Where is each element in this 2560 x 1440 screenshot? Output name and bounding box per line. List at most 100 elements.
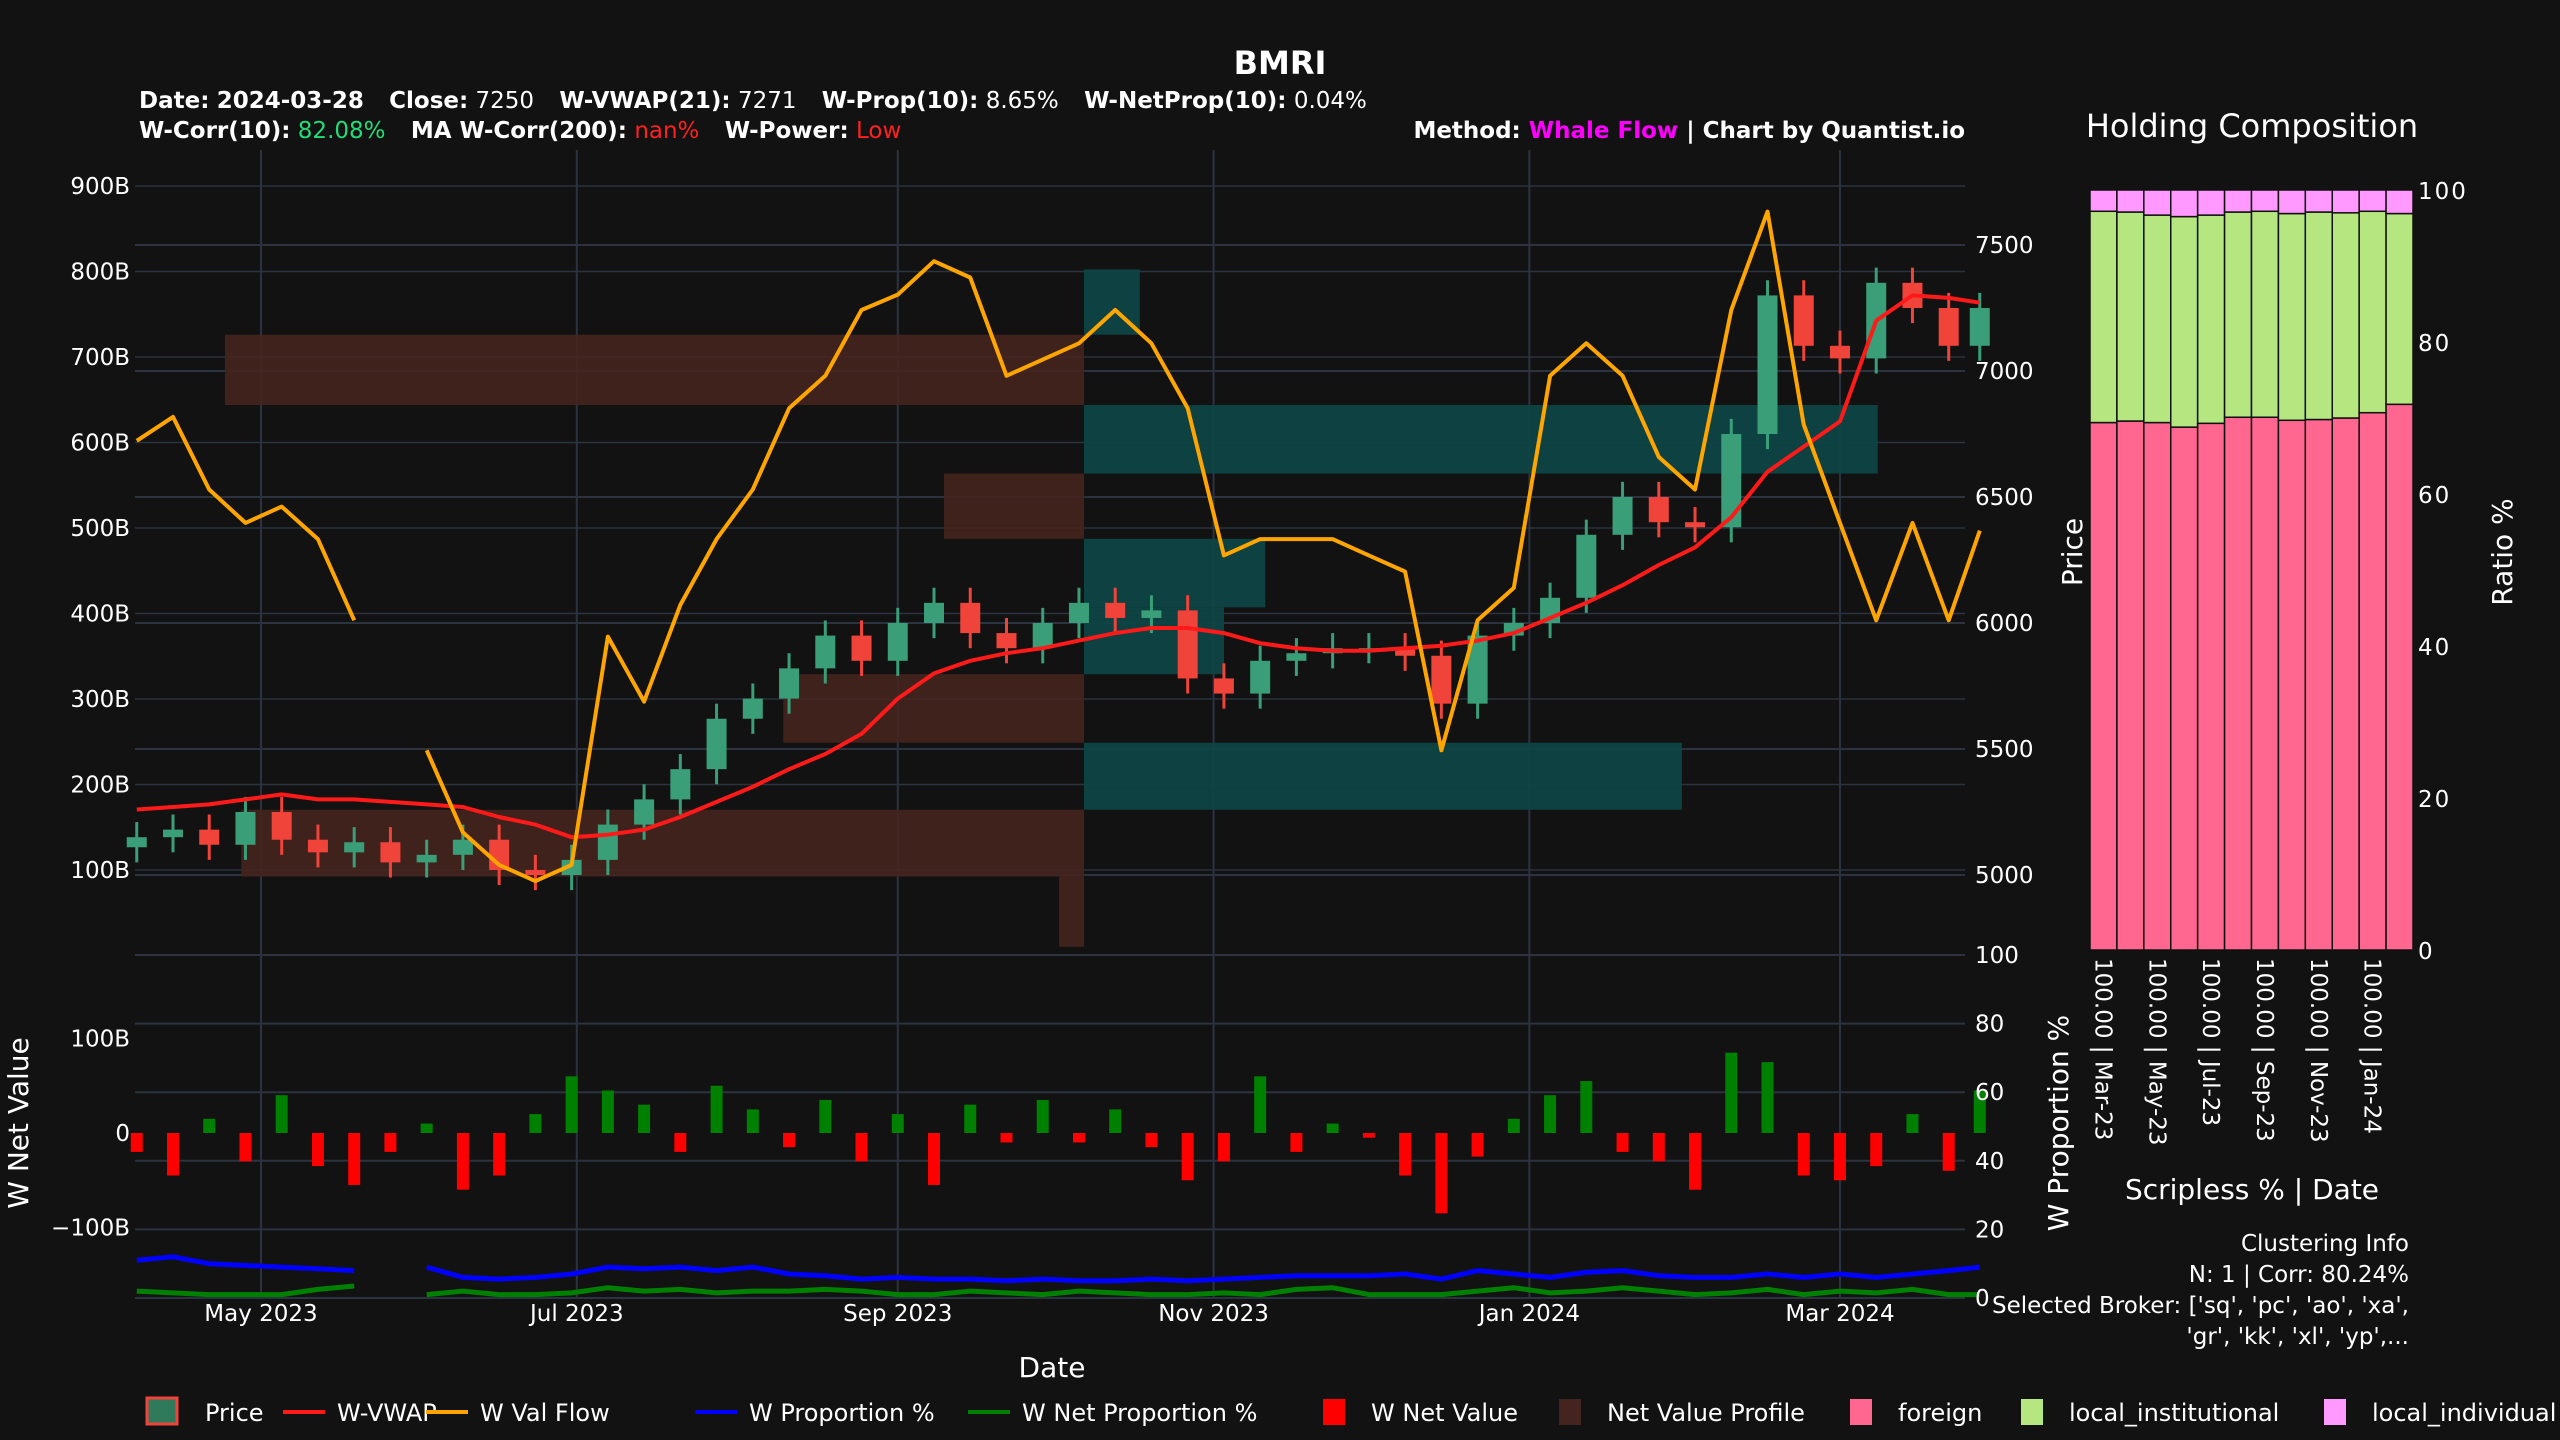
date-value: 2024-03-28 [217, 88, 364, 114]
legend-item: Price [145, 1396, 264, 1427]
netprop-label: W-NetProp(10): [1084, 88, 1286, 114]
holding-title: Holding Composition [2086, 107, 2418, 145]
method-value: Whale Flow [1529, 118, 1678, 144]
candle-body [1286, 653, 1307, 661]
axis-ticks: May 2023 Jul 2023 Sep 2023 Nov 2023 Jan 2024… [51, 174, 2466, 1327]
holding-bar-local-institutional [2358, 210, 2387, 414]
candle-body [1793, 295, 1814, 346]
price-tick-label: 7000 [1975, 359, 2034, 385]
x-tick-label: Nov 2023 [1158, 1301, 1269, 1327]
proportion-tick-label: 60 [1975, 1080, 2004, 1106]
proportion-tick-label: 0 [1975, 1286, 1990, 1312]
holding-bar-foreign [2116, 420, 2145, 951]
legend-label: foreign [1898, 1399, 1982, 1427]
x-tick-label: Jul 2023 [528, 1301, 624, 1327]
net-value-tick-label: 0 [115, 1121, 130, 1147]
net-value-bar [1290, 1133, 1303, 1152]
candle-body [1829, 345, 1850, 359]
header-line-2: W-Corr(10): 82.08% MA W-Corr(200): nan% … [139, 118, 901, 144]
holding-bar-foreign [2196, 422, 2226, 951]
candle-body [1250, 660, 1271, 694]
candle-body [1141, 610, 1162, 618]
vwap-label: W-VWAP(21): [559, 88, 730, 114]
holding-bar-local-institutional [2385, 212, 2414, 406]
legend-label: W Proportion % [749, 1399, 935, 1427]
net-value-axis-label: W Net Value [2, 1037, 35, 1209]
value-tick-label: 100B [70, 858, 130, 884]
candle-body [307, 839, 328, 853]
bar-icon [1559, 1399, 1581, 1425]
w-net-proportion-line [136, 1283, 1980, 1298]
holding-bar-local-individual [2331, 189, 2360, 214]
candle-body [1757, 295, 1778, 434]
net-value-bar [1000, 1133, 1013, 1143]
holding-bar-foreign [2277, 419, 2307, 951]
candle-body [416, 854, 437, 863]
holding-x-tick-label: 100.00 | Jan-24 [2359, 958, 2385, 1134]
net-value-bar [1181, 1133, 1194, 1181]
proportion-tick-label: 40 [1975, 1149, 2004, 1175]
clustering-info: Clustering Info N: 1 | Corr: 80.24% Sele… [1992, 1231, 2409, 1350]
net-value-bar [1471, 1133, 1484, 1157]
candle-body [162, 829, 183, 838]
holding-bar-local-individual [2143, 189, 2172, 216]
net-value-bar [493, 1133, 506, 1176]
net-value-bar [1833, 1133, 1846, 1181]
net-value-bar [819, 1099, 832, 1133]
net-value-bar [565, 1076, 578, 1133]
legend-label: local_individual [2372, 1399, 2556, 1427]
value-tick-label: 400B [70, 602, 130, 628]
chart-title: BMRI [1234, 44, 1327, 82]
value-tick-label: 600B [70, 431, 130, 457]
legend-item: W Val Flow [426, 1399, 610, 1427]
net-value-bar [891, 1114, 904, 1133]
holding-bar-local-individual [2223, 189, 2253, 213]
clustering-brokers-1: Selected Broker: ['sq', 'pc', 'ao', 'xa'… [1992, 1293, 2409, 1319]
holding-bar-foreign [2358, 411, 2387, 951]
candle-body [851, 635, 872, 661]
holding-bar-local-institutional [2277, 212, 2307, 422]
x-tick-label: Jan 2024 [1477, 1301, 1580, 1327]
bar-icon [2324, 1399, 2346, 1425]
bar-icon [1850, 1399, 1872, 1425]
net-value-tick-label: 100B [70, 1027, 130, 1053]
holding-bar-local-institutional [2116, 211, 2145, 422]
net-value-bar [130, 1133, 143, 1152]
legend-item: W Proportion % [695, 1399, 935, 1427]
profile-bar [783, 674, 1084, 743]
candle-body [235, 812, 256, 845]
proportion-tick-label: 20 [1975, 1217, 2004, 1243]
price-axis-label: Price [2056, 518, 2089, 586]
candle-body [561, 859, 582, 875]
net-value-bar [203, 1118, 216, 1133]
net-value-bar [529, 1114, 542, 1133]
flow-panel [130, 1052, 1986, 1298]
legend-label: W Net Proportion % [1022, 1399, 1257, 1427]
net-value-bar [638, 1104, 651, 1133]
candle-body [924, 602, 945, 623]
ratio-tick-label: 20 [2418, 787, 2451, 813]
net-value-bar [1797, 1133, 1810, 1176]
net-value-bar [855, 1133, 868, 1162]
legend-item: W Net Value [1323, 1399, 1518, 1427]
net-value-bar [928, 1133, 941, 1185]
net-value-bar [166, 1133, 179, 1176]
net-value-bar [1036, 1099, 1049, 1133]
net-value-bar [1507, 1118, 1520, 1133]
legend-label: W Val Flow [480, 1399, 610, 1427]
chart-credit: | Chart by Quantist.io [1686, 118, 1965, 144]
candle-body [1105, 602, 1126, 618]
price-tick-label: 5500 [1975, 737, 2034, 763]
holding-bar-local-individual [2116, 189, 2145, 213]
candle-body [779, 668, 800, 699]
net-value-bar [1254, 1076, 1267, 1133]
candle-body [380, 842, 401, 863]
candle-body [815, 635, 836, 669]
prop-value: 8.65% [986, 88, 1059, 114]
method-label: Method: [1413, 118, 1520, 144]
value-tick-label: 800B [70, 260, 130, 286]
holding-bar-local-institutional [2331, 212, 2360, 419]
holding-bar-local-institutional [2223, 211, 2253, 418]
clustering-brokers-2: 'gr', 'kk', 'xl', 'yp',... [2186, 1324, 2409, 1350]
